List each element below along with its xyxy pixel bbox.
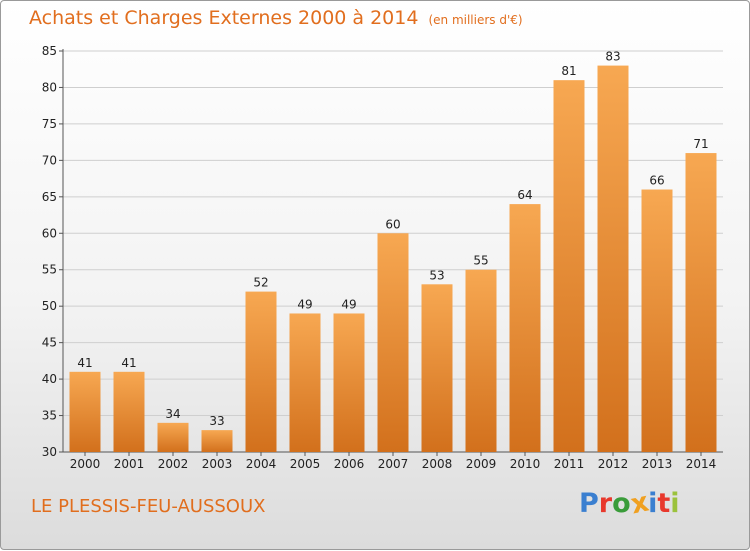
bar <box>465 269 497 452</box>
logo-letter: P <box>579 488 599 519</box>
y-tick-label: 55 <box>42 263 57 277</box>
bar <box>597 65 629 452</box>
data-label: 33 <box>209 414 224 428</box>
bar <box>421 284 453 452</box>
bar <box>333 313 365 452</box>
y-tick-label: 40 <box>42 372 57 386</box>
chart-title-text: Achats et Charges Externes 2000 à 2014 <box>29 7 419 29</box>
data-label: 81 <box>561 64 576 78</box>
bar <box>245 291 277 452</box>
labels: 30 35 40 45 50 55 60 65 70 75 80 85 41 2000 41 2001 34 20… <box>42 44 717 471</box>
data-label: 60 <box>385 217 400 231</box>
data-label: 53 <box>429 268 444 282</box>
x-tick-label: 2000 <box>70 457 101 471</box>
x-tick-label: 2002 <box>158 457 189 471</box>
x-tick-label: 2006 <box>334 457 365 471</box>
chart-unit: (en milliers d'€) <box>428 13 523 27</box>
x-tick-label: 2012 <box>598 457 629 471</box>
proxiti-logo: Proxiti <box>579 487 680 521</box>
x-tick-label: 2011 <box>554 457 585 471</box>
x-tick-label: 2003 <box>202 457 233 471</box>
city-name: LE PLESSIS-FEU-AUSSOUX <box>31 496 266 517</box>
bar <box>157 422 189 452</box>
x-tick-label: 2013 <box>642 457 673 471</box>
y-tick-label: 80 <box>42 80 57 94</box>
bar <box>113 371 145 452</box>
y-tick-label: 85 <box>42 44 57 58</box>
bar <box>69 371 101 452</box>
x-tick-label: 2014 <box>686 457 717 471</box>
logo-letter: i <box>648 488 658 519</box>
data-label: 49 <box>297 297 312 311</box>
data-label: 71 <box>693 137 708 151</box>
data-label: 64 <box>517 188 532 202</box>
data-label: 55 <box>473 254 488 268</box>
x-tick-label: 2009 <box>466 457 497 471</box>
y-tick-label: 65 <box>42 190 57 204</box>
y-tick-label: 60 <box>42 226 57 240</box>
x-tick-label: 2008 <box>422 457 453 471</box>
logo-letter: r <box>598 488 613 519</box>
x-tick-label: 2004 <box>246 457 277 471</box>
x-tick-label: 2007 <box>378 457 409 471</box>
y-tick-label: 30 <box>42 445 57 459</box>
data-label: 34 <box>165 407 180 421</box>
logo-letter: t <box>657 488 671 519</box>
x-tick-label: 2010 <box>510 457 541 471</box>
bar <box>509 204 541 452</box>
bars <box>69 65 717 452</box>
y-tick-label: 35 <box>42 409 57 423</box>
chart-title: Achats et Charges Externes 2000 à 2014 (e… <box>29 7 523 29</box>
logo-letter: i <box>670 488 680 519</box>
data-label: 41 <box>77 356 92 370</box>
bar <box>641 189 673 452</box>
y-tick-label: 50 <box>42 299 57 313</box>
y-tick-label: 45 <box>42 336 57 350</box>
x-tick-label: 2001 <box>114 457 145 471</box>
bar <box>201 430 233 452</box>
bar <box>685 153 717 452</box>
bar <box>553 80 585 452</box>
data-label: 41 <box>121 356 136 370</box>
y-tick-label: 75 <box>42 117 57 131</box>
data-label: 49 <box>341 297 356 311</box>
x-tick-label: 2005 <box>290 457 321 471</box>
bar <box>377 233 409 452</box>
data-label: 52 <box>253 276 268 290</box>
data-label: 83 <box>605 50 620 64</box>
bar <box>289 313 321 452</box>
logo-letter: o <box>612 488 631 519</box>
data-label: 66 <box>649 174 664 188</box>
y-tick-label: 70 <box>42 153 57 167</box>
